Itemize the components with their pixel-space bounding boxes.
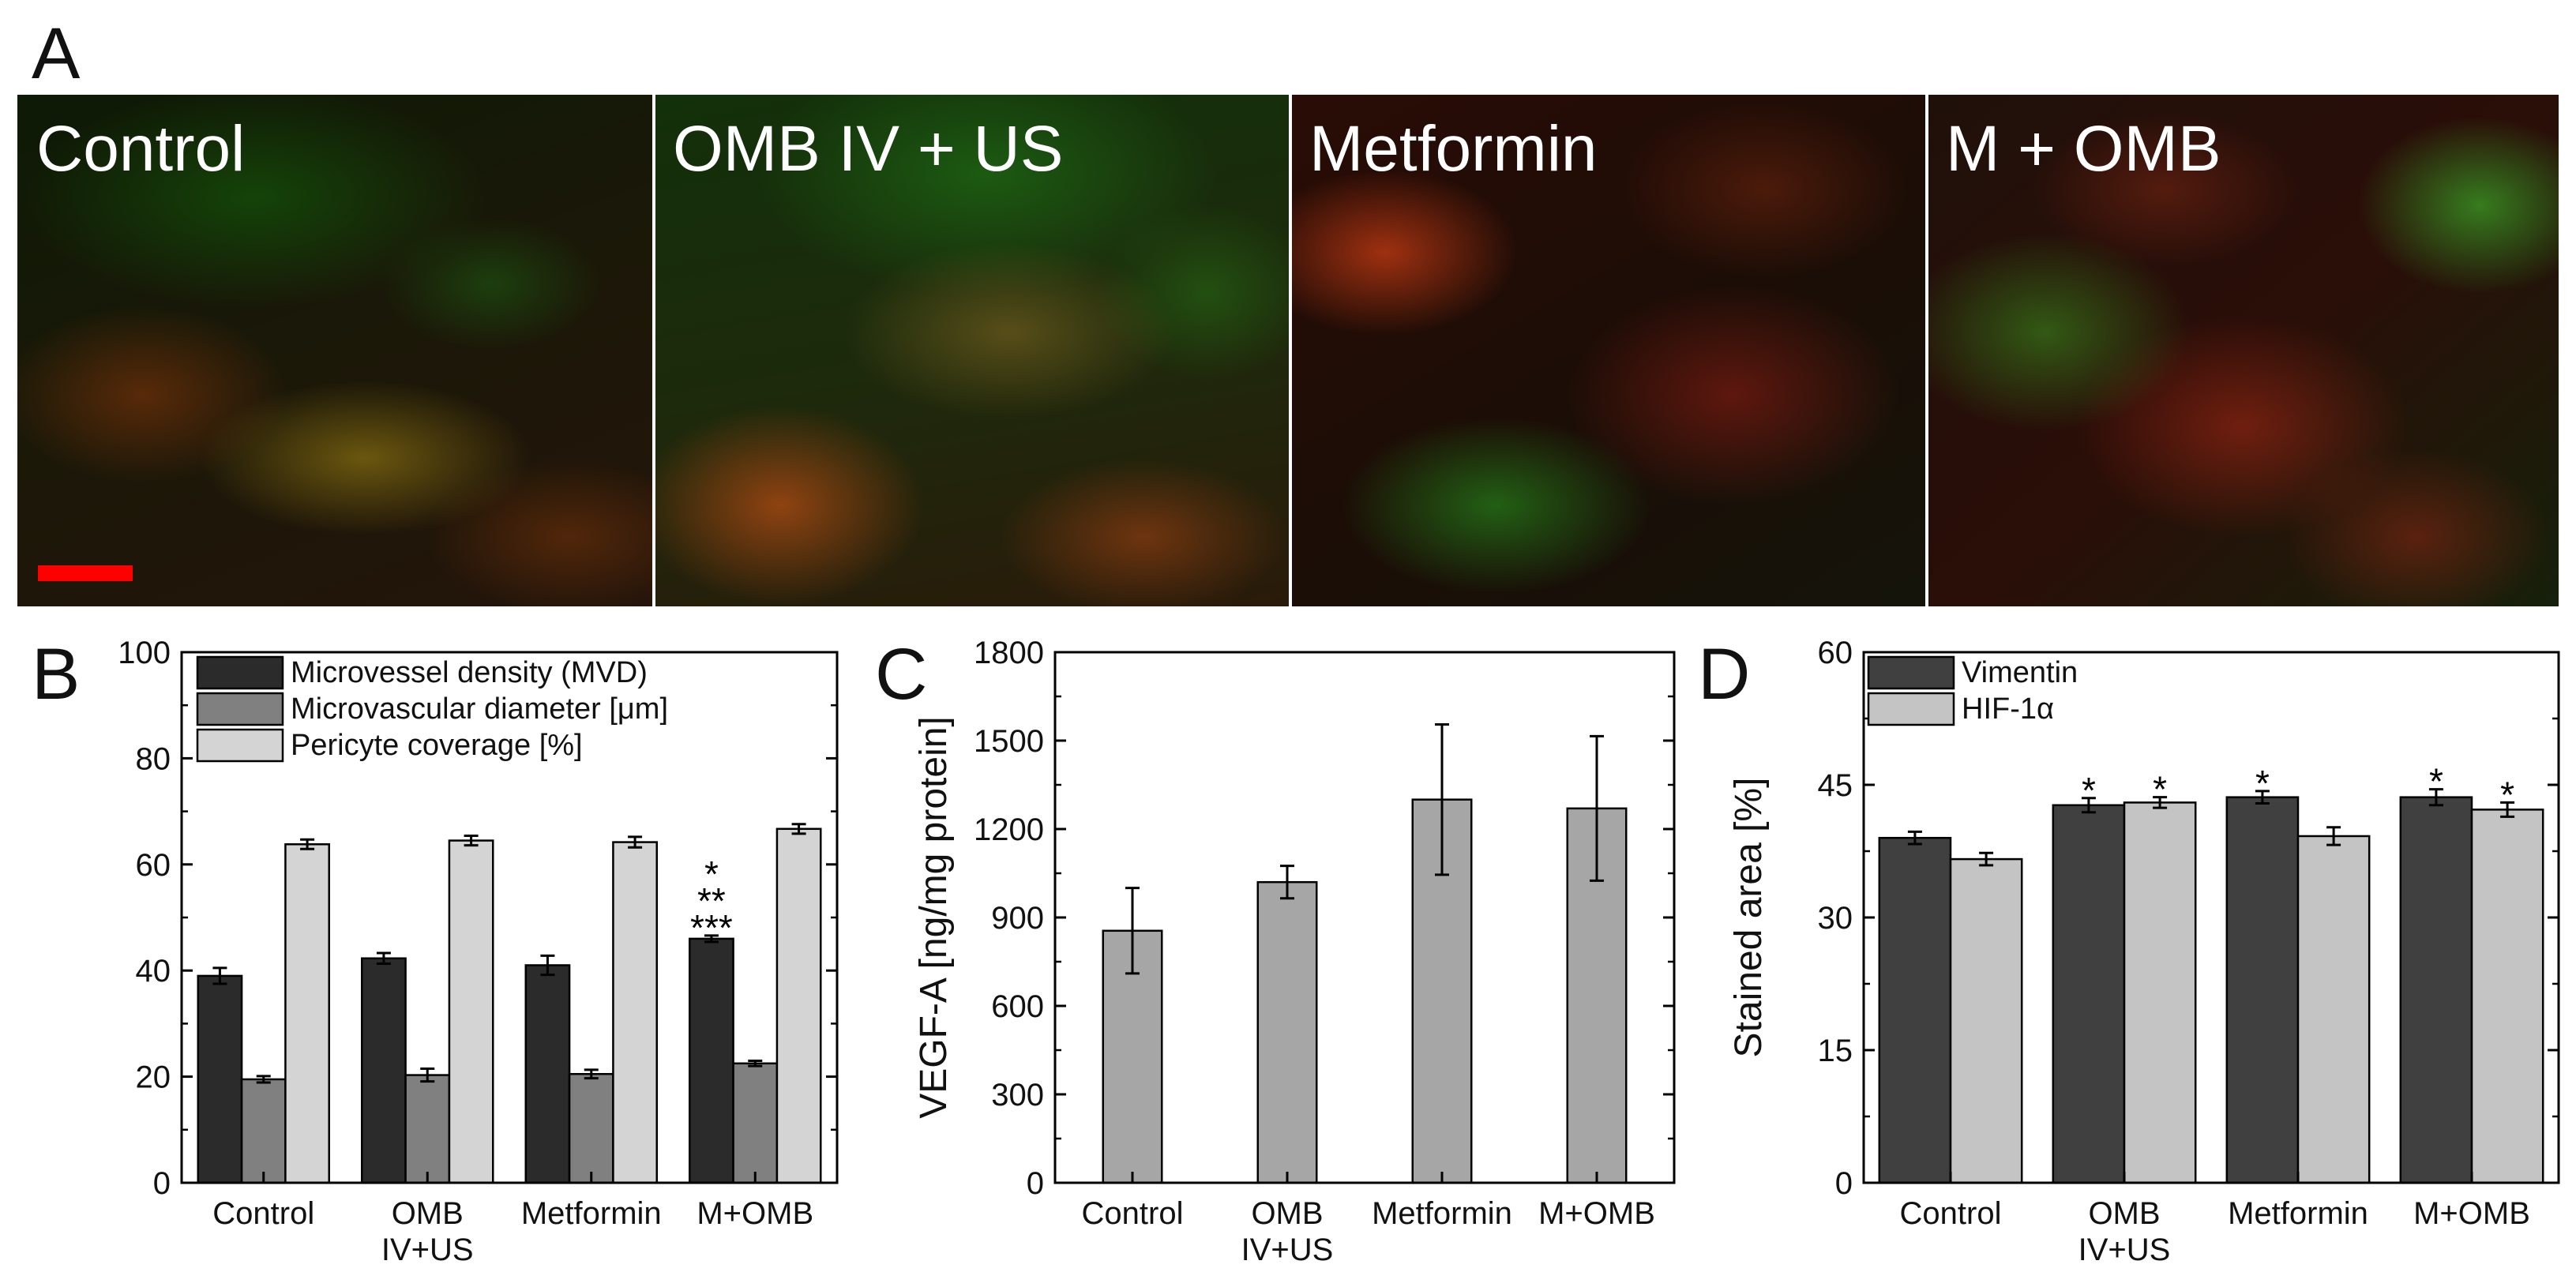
- micrograph-label: M + OMB: [1946, 113, 2221, 185]
- micrograph-strip: Control OMB IV + US Metformin M + OMB: [17, 95, 2559, 606]
- y-tick-label: 30: [1818, 901, 1853, 936]
- legend-swatch: [1867, 655, 1955, 690]
- legend-swatch: [196, 655, 284, 690]
- y-tick-label: 40: [136, 954, 171, 989]
- x-tick-label: Control: [1082, 1196, 1184, 1231]
- bar: [2052, 804, 2126, 1184]
- bar: [404, 1074, 451, 1184]
- panel-letter-a: A: [32, 13, 81, 94]
- micrograph-label: OMB IV + US: [673, 113, 1064, 185]
- y-tick-label: 1200: [974, 812, 1044, 847]
- y-tick-label: 0: [1835, 1166, 1853, 1201]
- x-tick-label: IV+US: [1241, 1233, 1334, 1267]
- significance-mark: *: [704, 854, 719, 895]
- bar: [2225, 796, 2300, 1184]
- micrograph-label: Metformin: [1309, 113, 1598, 185]
- y-tick-label: 1800: [974, 636, 1044, 670]
- legend-swatch: [196, 692, 284, 726]
- bar: [2296, 835, 2371, 1184]
- micrograph-label: Control: [36, 113, 246, 185]
- y-tick-label: 60: [136, 848, 171, 883]
- y-tick-label: 600: [991, 989, 1044, 1024]
- x-tick-label: OMB: [2088, 1196, 2160, 1231]
- panel-letter-c: C: [875, 634, 928, 715]
- micrograph-m-omb: M + OMB: [1927, 95, 2559, 606]
- x-tick-label: Control: [212, 1196, 314, 1231]
- y-axis-label: VEGF-A [ng/mg protein]: [913, 716, 955, 1119]
- y-tick-label: 100: [118, 636, 171, 670]
- x-tick-label: M+OMB: [2413, 1196, 2530, 1231]
- y-tick-label: 300: [991, 1078, 1044, 1113]
- y-tick-label: 1500: [974, 724, 1044, 759]
- significance-mark: *: [2082, 770, 2096, 811]
- bar: [361, 957, 407, 1184]
- significance-mark: *: [2500, 774, 2514, 815]
- micrograph-omb-iv-us: OMB IV + US: [654, 95, 1290, 606]
- legend-swatch: [196, 728, 284, 763]
- bar: [1878, 836, 1952, 1184]
- y-tick-label: 80: [136, 741, 171, 776]
- legend-label: Vimentin: [1962, 656, 2078, 689]
- legend-label: HIF-1α: [1962, 692, 2054, 726]
- legend-label: Microvessel density (MVD): [291, 656, 648, 689]
- y-tick-label: 900: [991, 901, 1044, 936]
- bar: [240, 1078, 287, 1184]
- panel-letter-b: B: [32, 634, 81, 715]
- y-tick-label: 0: [1027, 1166, 1044, 1201]
- legend-swatch: [1867, 692, 1955, 726]
- x-tick-label: Metformin: [1372, 1196, 1512, 1231]
- panel-letter-d: D: [1698, 634, 1751, 715]
- y-tick-label: 15: [1818, 1034, 1853, 1068]
- scale-bar: [38, 565, 133, 581]
- significance-mark: *: [2429, 761, 2443, 802]
- bar: [689, 937, 734, 1184]
- legend-label: Pericyte coverage [%]: [291, 729, 583, 762]
- micrograph-divider: [1925, 95, 1928, 606]
- micrograph-divider: [652, 95, 655, 606]
- bar: [197, 974, 243, 1184]
- bar: [284, 843, 330, 1184]
- significance-mark: **: [697, 880, 726, 921]
- y-tick-label: 45: [1818, 768, 1853, 803]
- x-tick-label: Control: [1900, 1196, 2002, 1231]
- bar: [524, 964, 571, 1184]
- y-tick-label: 60: [1818, 636, 1853, 670]
- y-tick-label: 20: [136, 1060, 171, 1095]
- bar: [732, 1062, 779, 1184]
- bar: [2123, 801, 2197, 1184]
- x-tick-label: IV+US: [2078, 1233, 2171, 1267]
- bar: [1949, 857, 2023, 1184]
- x-tick-label: OMB: [1251, 1196, 1323, 1231]
- significance-mark: *: [2153, 769, 2167, 810]
- significance-mark: ***: [690, 907, 733, 948]
- x-tick-label: Metformin: [521, 1196, 662, 1231]
- x-tick-label: M+OMB: [697, 1196, 813, 1231]
- x-tick-label: OMB: [392, 1196, 464, 1231]
- micrograph-metformin: Metformin: [1290, 95, 1927, 606]
- y-tick-label: 0: [153, 1166, 171, 1201]
- y-axis-label: Stained area [%]: [1728, 778, 1770, 1058]
- bar: [775, 827, 822, 1184]
- significance-mark: *: [2255, 763, 2270, 804]
- micrograph-control: Control: [17, 95, 654, 606]
- micrograph-divider: [1289, 95, 1292, 606]
- bar: [448, 839, 494, 1184]
- x-tick-label: IV+US: [381, 1233, 474, 1267]
- bar: [568, 1072, 614, 1184]
- bar: [1256, 880, 1318, 1184]
- bar: [612, 841, 659, 1184]
- bar: [2470, 809, 2544, 1184]
- legend-label: Microvascular diameter [μm]: [291, 692, 668, 726]
- bar: [2399, 796, 2473, 1184]
- x-tick-label: Metformin: [2228, 1196, 2368, 1231]
- x-tick-label: M+OMB: [1538, 1196, 1655, 1231]
